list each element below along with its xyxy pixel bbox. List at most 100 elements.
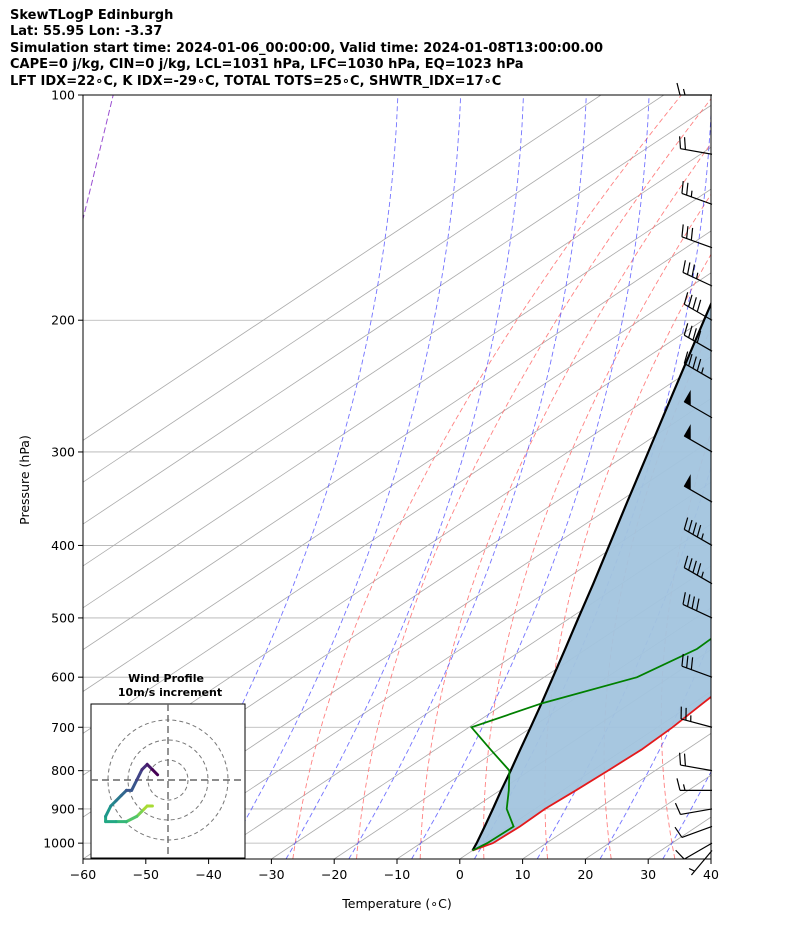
hodograph-segment <box>104 804 113 818</box>
y-tick-label: 800 <box>51 763 75 778</box>
barb-staff <box>683 334 713 352</box>
hodograph-subtitle: 10m/s increment <box>118 686 222 699</box>
barb-full <box>682 592 686 605</box>
y-tick-label: 400 <box>51 538 75 553</box>
isotherm-line <box>83 314 711 734</box>
barb-staff <box>683 303 713 321</box>
barb-half <box>696 272 699 279</box>
y-axis: 1000 900 800 700 600 500 400 300 200 100 <box>43 88 83 851</box>
wind-barb <box>683 389 713 419</box>
cape-text: CAPE=0 j/kg, CIN=0 j/kg, LCL=1031 hPa, L… <box>10 57 524 73</box>
barb-staff <box>683 362 713 380</box>
barb-half <box>701 367 704 374</box>
barb-full <box>696 299 702 312</box>
barb-staff <box>680 718 713 728</box>
wind-barb <box>674 802 713 816</box>
dry-adiabat <box>356 98 711 859</box>
wind-barb <box>680 706 713 728</box>
wind-barb <box>683 474 713 503</box>
wind-barb <box>681 181 713 205</box>
barb-full <box>688 325 693 338</box>
wind-barb <box>683 323 713 352</box>
wind-barb <box>679 136 713 155</box>
isotherm-line <box>83 272 711 693</box>
barb-full <box>676 778 681 791</box>
isotherm-line <box>83 230 711 651</box>
wind-barb <box>683 351 713 380</box>
isotherm-line <box>83 95 602 441</box>
wind-barb <box>675 842 713 860</box>
hodograph-title: Wind Profile <box>128 672 204 685</box>
barb-half <box>682 784 686 791</box>
isotherm-line <box>208 523 711 859</box>
barb-half <box>690 190 693 197</box>
hodograph-segment <box>150 768 160 777</box>
barb-staff <box>680 764 713 772</box>
isotherm-line <box>710 858 711 859</box>
y-tick-label: 500 <box>51 610 75 625</box>
barb-full <box>679 136 682 149</box>
wind-barb <box>683 424 713 453</box>
wind-barb <box>683 517 713 546</box>
barb-full <box>683 292 689 305</box>
isotherm-line <box>333 607 711 859</box>
barb-half <box>688 867 695 872</box>
x-tick-label: −40 <box>195 867 221 882</box>
dry-adiabat <box>483 193 711 859</box>
profile-lines <box>469 301 711 852</box>
barb-full <box>674 826 683 838</box>
parcel-line <box>471 301 711 852</box>
wind-barb <box>683 555 713 585</box>
barb-staff <box>683 567 713 585</box>
wind-barb <box>679 752 713 772</box>
dewpoint-line <box>469 637 711 852</box>
barb-staff <box>690 850 713 876</box>
moist-adiabat <box>222 95 462 859</box>
cape-cin-shading <box>472 303 711 851</box>
moist-adiabat <box>726 95 794 859</box>
barb-full <box>692 560 697 573</box>
hodograph-plot <box>91 704 245 858</box>
barb-full <box>692 328 697 341</box>
barb-full <box>690 657 694 670</box>
y-tick-label: 300 <box>51 444 75 459</box>
barb-staff <box>683 528 713 546</box>
barb-staff <box>682 271 713 287</box>
hodograph-inset: Wind Profile 10m/s increment <box>90 672 246 859</box>
barb-full <box>683 555 689 568</box>
moist-adiabat <box>285 95 524 859</box>
wind-barb <box>676 82 712 96</box>
x-tick-label: −50 <box>133 867 159 882</box>
barb-full <box>696 563 702 576</box>
index-text: LFT IDX=22∘C, K IDX=-29∘C, TOTAL TOTS=25… <box>10 73 502 89</box>
barb-flag <box>683 474 691 491</box>
barb-full <box>675 849 685 860</box>
barb-full <box>686 226 689 239</box>
barb-full <box>683 753 687 766</box>
barb-full <box>692 356 697 369</box>
barb-half <box>701 533 704 540</box>
barb-staff <box>680 148 713 155</box>
isotherm-line <box>774 95 794 859</box>
isotherm-line <box>145 481 711 859</box>
barb-staff <box>681 192 713 205</box>
barb-flag <box>683 389 691 406</box>
barb-full <box>681 653 684 667</box>
barb-full <box>681 224 684 237</box>
barb-flag <box>683 424 691 441</box>
x-tick-label: −20 <box>321 867 347 882</box>
y-tick-label: 200 <box>51 313 75 328</box>
barb-full <box>674 802 682 815</box>
barb-full <box>688 353 693 367</box>
isotherm-line <box>83 188 711 609</box>
isotherm-line <box>83 95 665 483</box>
barb-full <box>688 294 693 307</box>
barb-staff <box>680 808 713 816</box>
wind-barb <box>682 592 713 619</box>
chart-header: SkewTLogP Edinburgh Lat: 55.95 Lon: -3.3… <box>10 8 603 90</box>
barb-staff <box>683 842 713 860</box>
barb-full <box>683 137 687 150</box>
wind-barb <box>688 850 713 876</box>
barb-full <box>683 517 689 530</box>
